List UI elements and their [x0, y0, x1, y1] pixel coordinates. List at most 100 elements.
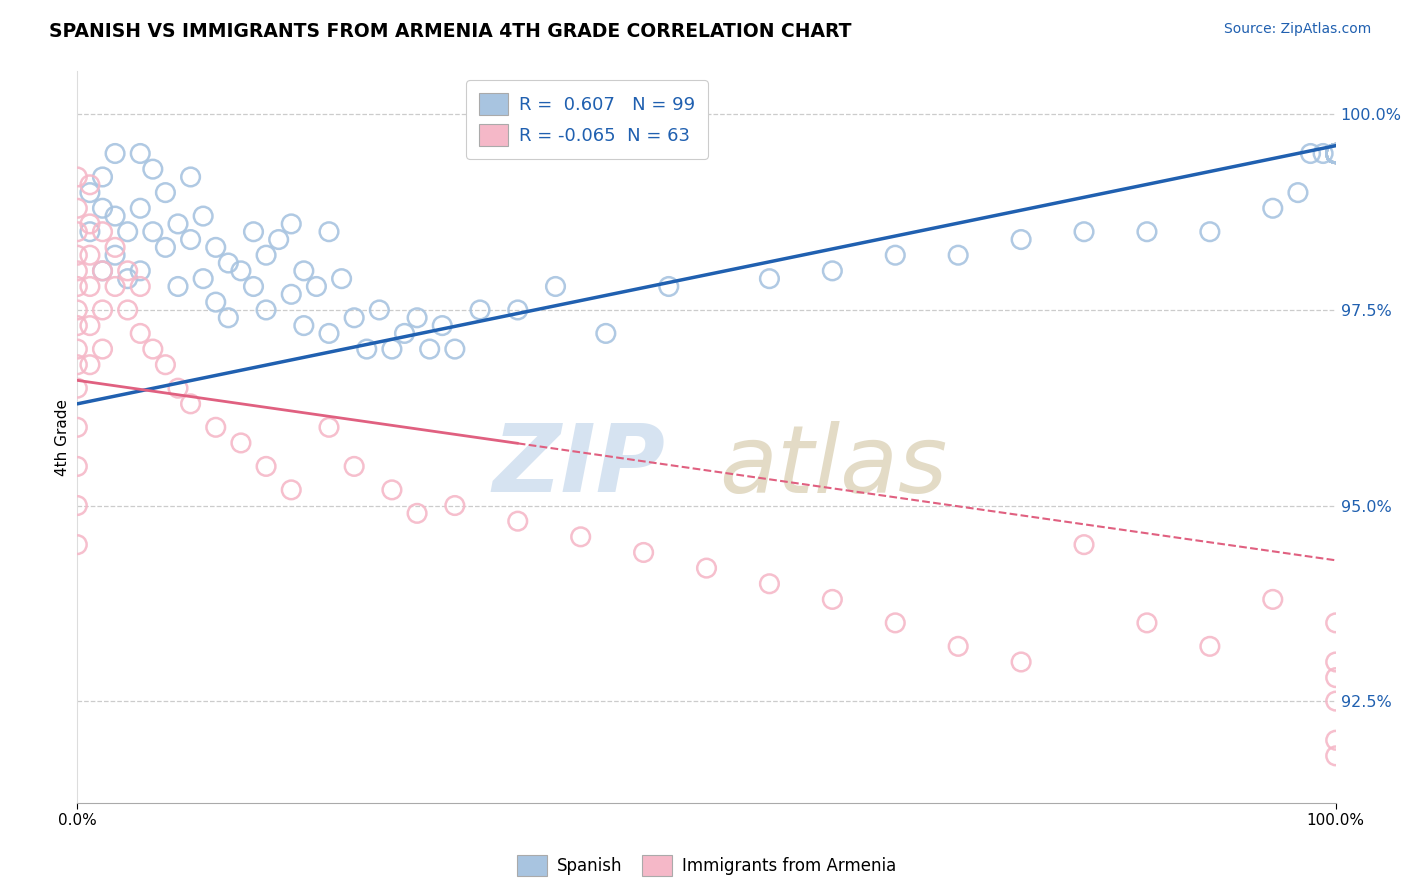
Point	[66, 169, 89, 184]
Point	[1324, 146, 1347, 161]
Point	[1324, 146, 1347, 161]
Point	[506, 302, 529, 317]
Point	[129, 264, 152, 278]
Point	[1324, 146, 1347, 161]
Point	[1324, 146, 1347, 161]
Point	[633, 545, 655, 559]
Point	[595, 326, 617, 341]
Point	[79, 178, 101, 192]
Point	[117, 302, 139, 317]
Point	[1073, 538, 1095, 552]
Text: atlas: atlas	[718, 421, 948, 512]
Text: ZIP: ZIP	[492, 420, 665, 512]
Point	[180, 397, 202, 411]
Point	[91, 264, 114, 278]
Point	[79, 186, 101, 200]
Point	[444, 342, 467, 356]
Point	[129, 279, 152, 293]
Point	[1324, 146, 1347, 161]
Point	[66, 342, 89, 356]
Point	[104, 146, 127, 161]
Point	[1324, 671, 1347, 685]
Point	[66, 225, 89, 239]
Point	[1136, 615, 1159, 630]
Point	[1324, 146, 1347, 161]
Point	[104, 209, 127, 223]
Point	[544, 279, 567, 293]
Point	[155, 240, 177, 254]
Point	[254, 248, 277, 262]
Point	[1299, 146, 1322, 161]
Point	[821, 592, 844, 607]
Point	[696, 561, 718, 575]
Point	[569, 530, 592, 544]
Point	[356, 342, 378, 356]
Point	[432, 318, 454, 333]
Text: SPANISH VS IMMIGRANTS FROM ARMENIA 4TH GRADE CORRELATION CHART: SPANISH VS IMMIGRANTS FROM ARMENIA 4TH G…	[49, 22, 852, 41]
Point	[117, 225, 139, 239]
Point	[406, 507, 429, 521]
Point	[91, 302, 114, 317]
Point	[66, 279, 89, 293]
Point	[1324, 146, 1347, 161]
Point	[1010, 233, 1032, 247]
Point	[1324, 146, 1347, 161]
Point	[1324, 146, 1347, 161]
Point	[1324, 146, 1347, 161]
Point	[1136, 225, 1159, 239]
Point	[1324, 615, 1347, 630]
Point	[66, 381, 89, 395]
Point	[142, 162, 165, 177]
Point	[280, 483, 302, 497]
Point	[1324, 146, 1347, 161]
Point	[79, 225, 101, 239]
Point	[758, 271, 780, 285]
Point	[66, 302, 89, 317]
Point	[444, 499, 467, 513]
Point	[204, 240, 226, 254]
Point	[167, 279, 190, 293]
Point	[66, 201, 89, 215]
Point	[1324, 748, 1347, 763]
Point	[1324, 146, 1347, 161]
Point	[821, 264, 844, 278]
Point	[204, 420, 226, 434]
Point	[1324, 146, 1347, 161]
Point	[91, 342, 114, 356]
Point	[1324, 146, 1347, 161]
Point	[180, 169, 202, 184]
Point	[1324, 146, 1347, 161]
Point	[155, 186, 177, 200]
Point	[79, 318, 101, 333]
Point	[1324, 146, 1347, 161]
Point	[217, 310, 239, 325]
Point	[884, 248, 907, 262]
Point	[330, 271, 353, 285]
Point	[292, 264, 315, 278]
Point	[91, 201, 114, 215]
Point	[104, 240, 127, 254]
Point	[1324, 146, 1347, 161]
Point	[343, 459, 366, 474]
Point	[318, 326, 340, 341]
Point	[406, 310, 429, 325]
Point	[1324, 146, 1347, 161]
Point	[884, 615, 907, 630]
Text: Source: ZipAtlas.com: Source: ZipAtlas.com	[1223, 22, 1371, 37]
Point	[318, 420, 340, 434]
Point	[229, 264, 252, 278]
Point	[66, 358, 89, 372]
Point	[79, 358, 101, 372]
Point	[91, 225, 114, 239]
Point	[948, 640, 970, 654]
Point	[1324, 146, 1347, 161]
Point	[658, 279, 681, 293]
Point	[1324, 146, 1347, 161]
Point	[1324, 146, 1347, 161]
Point	[1324, 146, 1347, 161]
Point	[506, 514, 529, 528]
Point	[155, 358, 177, 372]
Point	[1324, 733, 1347, 747]
Point	[318, 225, 340, 239]
Point	[242, 279, 264, 293]
